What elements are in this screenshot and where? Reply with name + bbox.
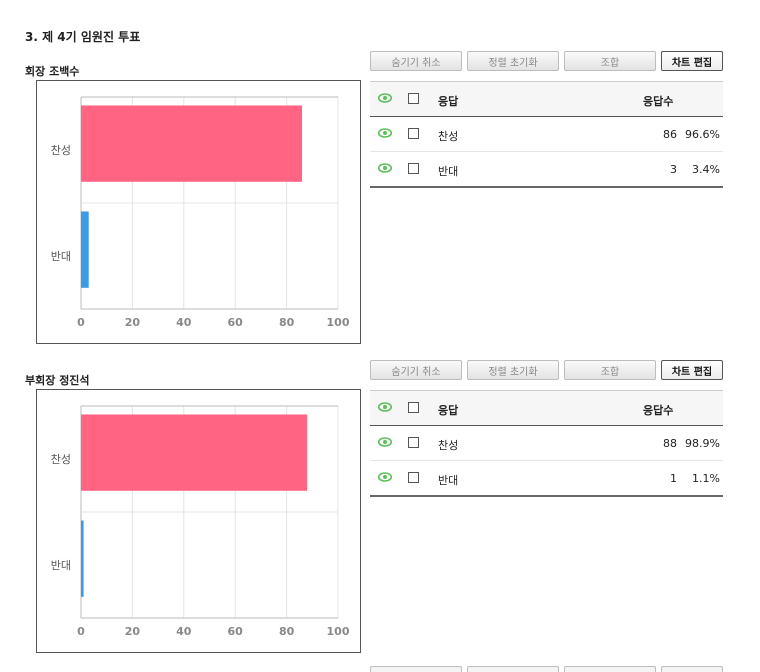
x-tick-label: 40	[176, 316, 192, 329]
x-tick-label: 60	[228, 625, 244, 638]
x-tick-label: 60	[228, 316, 244, 329]
eye-icon[interactable]	[378, 437, 392, 447]
x-tick-label: 20	[125, 316, 141, 329]
table-row: 반대 3 3.4%	[370, 152, 723, 186]
row-count: 88	[663, 437, 677, 450]
section-vice-chairman: 부회장 정진석 0 20 40 60 80 100 찬성 반대 숨기기 취소 정렬 초기화 조…	[0, 0, 760, 653]
combine-button[interactable]: 조합	[564, 360, 656, 380]
row-percent: 98.9%	[685, 437, 720, 450]
x-tick-label: 40	[176, 625, 192, 638]
header-response: 응답	[438, 95, 459, 108]
row-percent: 1.1%	[692, 472, 720, 485]
table-header: 응답 응답수	[370, 391, 723, 426]
sort-reset-button[interactable]: 정렬 초기화	[467, 51, 559, 71]
row-count: 86	[663, 128, 677, 141]
y-category-label: 반대	[51, 559, 71, 572]
x-tick-label: 100	[327, 625, 350, 638]
row-label: 찬성	[438, 130, 459, 143]
bar-agree[interactable]	[81, 105, 303, 182]
bar-disagree[interactable]	[81, 211, 89, 288]
section-title: 회장 조백수	[25, 65, 80, 78]
table-row: 반대 1 1.1%	[370, 461, 723, 495]
sort-reset-button[interactable]: 정렬 초기화	[467, 360, 559, 380]
eye-icon[interactable]	[378, 472, 392, 482]
x-tick-label: 0	[77, 625, 85, 638]
combine-button[interactable]: 조합	[564, 51, 656, 71]
x-tick-label: 80	[279, 625, 295, 638]
chart-edit-button[interactable]: 차트 편집	[661, 360, 723, 380]
eye-icon[interactable]	[378, 128, 392, 138]
bar-agree[interactable]	[81, 414, 308, 491]
hide-cancel-button[interactable]: 숨기기 취소	[370, 360, 462, 380]
row-label: 반대	[438, 474, 459, 487]
x-tick-label: 80	[279, 316, 295, 329]
row-percent: 96.6%	[685, 128, 720, 141]
row-count: 1	[670, 472, 677, 485]
eye-icon[interactable]	[378, 402, 392, 412]
bar-disagree[interactable]	[81, 520, 84, 597]
combine-button-partial[interactable]	[564, 666, 656, 672]
row-count: 3	[670, 163, 677, 176]
response-table: 응답 응답수 찬성 88 98.9% 반대 1 1.1%	[370, 390, 723, 497]
row-percent: 3.4%	[692, 163, 720, 176]
select-all-checkbox[interactable]	[408, 93, 419, 104]
header-count: 응답수	[643, 404, 674, 417]
header-response: 응답	[438, 404, 459, 417]
row-checkbox[interactable]	[408, 437, 419, 448]
header-count: 응답수	[643, 95, 674, 108]
y-category-label: 찬성	[51, 452, 71, 466]
chart-edit-button-partial[interactable]	[661, 666, 723, 672]
select-all-checkbox[interactable]	[408, 402, 419, 413]
y-category-label: 반대	[51, 250, 71, 263]
sort-reset-button-partial[interactable]	[467, 666, 559, 672]
eye-icon[interactable]	[378, 163, 392, 173]
question-title: 3. 제 4기 임원진 투표	[25, 30, 141, 44]
row-label: 찬성	[438, 439, 459, 452]
table-row: 찬성 88 98.9%	[370, 426, 723, 461]
row-checkbox[interactable]	[408, 472, 419, 483]
table-row: 찬성 86 96.6%	[370, 117, 723, 152]
x-tick-label: 100	[327, 316, 350, 329]
response-table: 응답 응답수 찬성 86 96.6% 반대 3 3.4%	[370, 81, 723, 188]
y-category-label: 찬성	[51, 143, 71, 157]
row-checkbox[interactable]	[408, 163, 419, 174]
section-title: 부회장 정진석	[25, 374, 90, 387]
table-header: 응답 응답수	[370, 82, 723, 117]
row-checkbox[interactable]	[408, 128, 419, 139]
hide-cancel-button-partial[interactable]	[370, 666, 462, 672]
row-label: 반대	[438, 165, 459, 178]
eye-icon[interactable]	[378, 93, 392, 103]
x-tick-label: 20	[125, 625, 141, 638]
x-tick-label: 0	[77, 316, 85, 329]
chart-edit-button[interactable]: 차트 편집	[661, 51, 723, 71]
hide-cancel-button[interactable]: 숨기기 취소	[370, 51, 462, 71]
